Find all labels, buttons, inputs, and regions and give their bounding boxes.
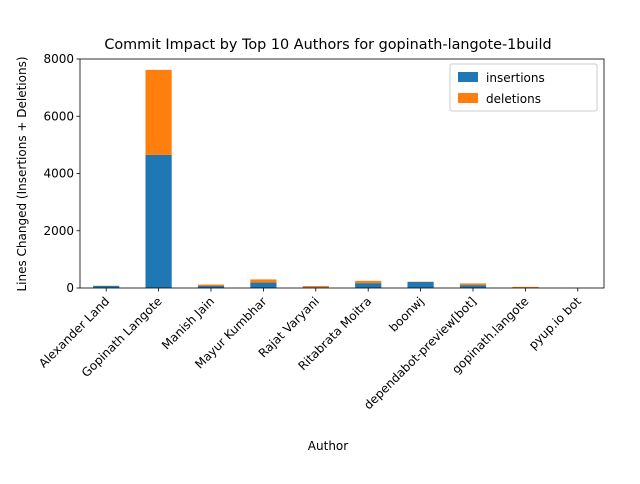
bar-insertions-5 <box>355 283 381 288</box>
chart-title: Commit Impact by Top 10 Authors for gopi… <box>104 37 551 53</box>
bar-deletions-4 <box>303 286 329 287</box>
bar-deletions-1 <box>146 70 172 155</box>
y-tick-label-1: 2000 <box>43 224 74 238</box>
bar-insertions-7 <box>460 285 486 288</box>
bar-deletions-5 <box>355 281 381 283</box>
legend-label-insertions: insertions <box>486 71 545 85</box>
bar-deletions-2 <box>198 285 224 286</box>
legend-swatch-insertions <box>458 72 478 82</box>
legend: insertions deletions <box>450 64 597 111</box>
bar-deletions-8 <box>512 287 538 288</box>
y-tick-label-2: 4000 <box>43 167 74 181</box>
legend-swatch-deletions <box>458 93 478 103</box>
y-tick-label-4: 8000 <box>43 52 74 66</box>
bar-insertions-6 <box>408 282 434 288</box>
y-tick-label-3: 6000 <box>43 109 74 123</box>
x-axis-label: Author <box>308 439 348 453</box>
bar-deletions-3 <box>250 279 276 282</box>
y-axis-label: Lines Changed (Insertions + Deletions) <box>15 56 29 291</box>
bar-insertions-3 <box>250 283 276 288</box>
legend-label-deletions: deletions <box>486 92 541 106</box>
bar-deletions-7 <box>460 283 486 285</box>
bar-insertions-1 <box>146 155 172 288</box>
y-tick-label-0: 0 <box>66 281 74 295</box>
